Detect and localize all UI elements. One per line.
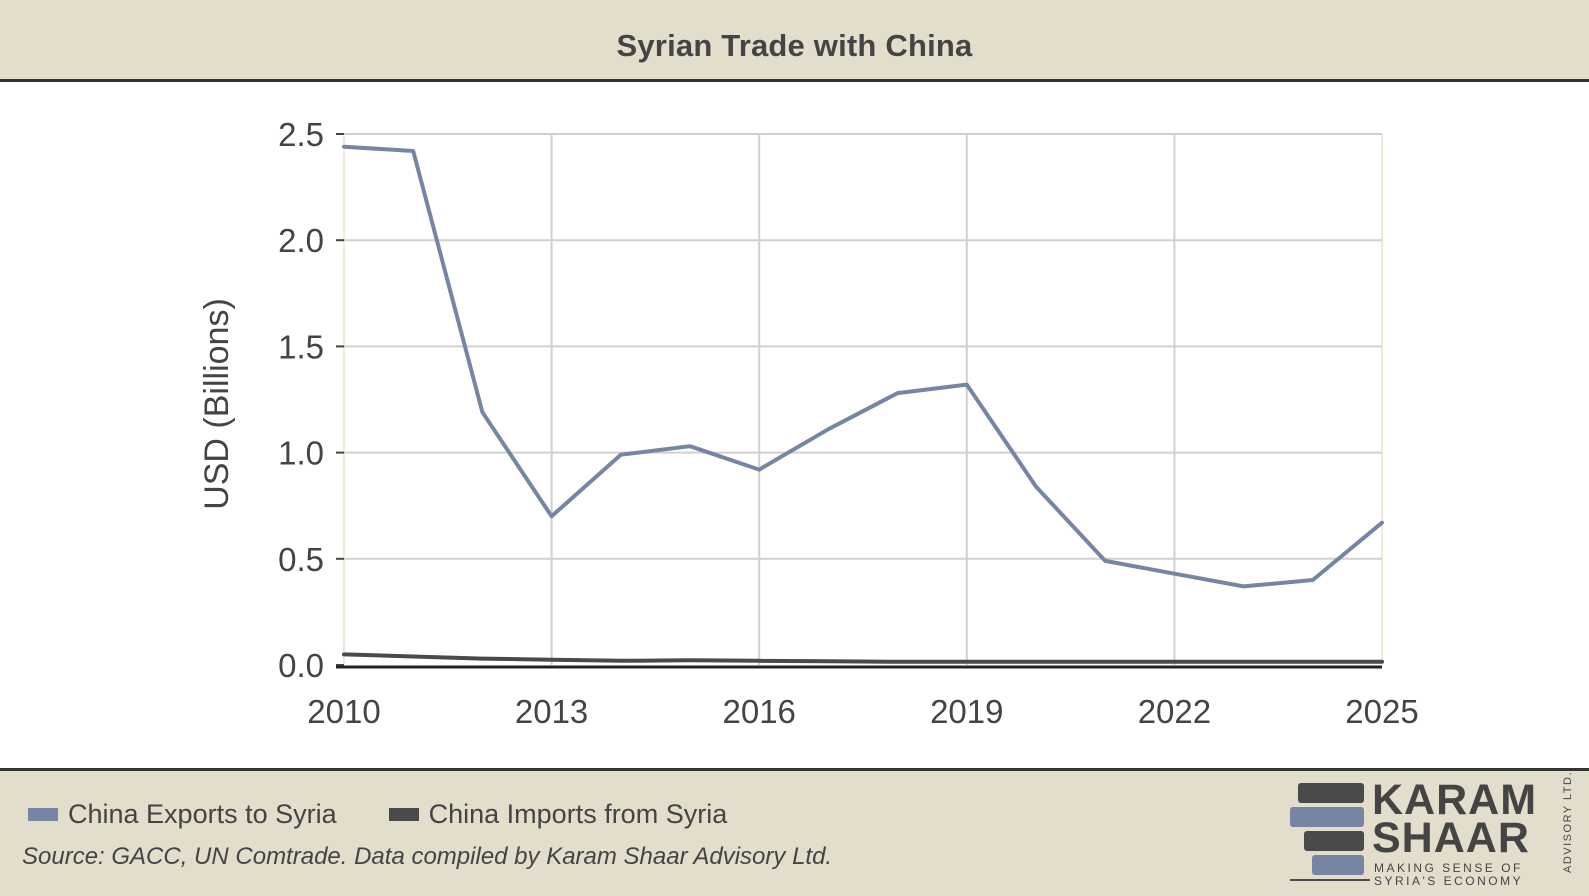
x-tick-label: 2022 [1138, 693, 1211, 730]
chart-header: Syrian Trade with China [0, 0, 1589, 82]
x-tick-label: 2016 [722, 693, 795, 730]
karam-shaar-logo: KARAM SHAAR MAKING SENSE OF SYRIA'S ECON… [1290, 771, 1580, 892]
series-lines [342, 144, 1384, 664]
logo-word-karam: KARAM [1372, 776, 1538, 824]
logo-tagline-2: SYRIA'S ECONOMY [1374, 874, 1524, 888]
y-tick-label: 2.5 [278, 116, 324, 153]
y-tick-label: 1.0 [278, 435, 324, 472]
line-chart: 0.0 0.5 1.0 1.5 2.0 2.5 2010 2013 2016 2019 2022 20… [198, 116, 1419, 730]
y-tick-label: 1.5 [278, 328, 324, 365]
logo-word-shaar: SHAAR [1372, 814, 1530, 862]
legend-item-exports: China Exports to Syria [28, 799, 337, 830]
logo-bar-2 [1290, 807, 1364, 827]
y-axis-label: USD (Billions) [198, 298, 236, 510]
legend-label-exports: China Exports to Syria [68, 799, 337, 829]
logo-bar-4 [1312, 855, 1364, 875]
legend-swatch-exports [28, 808, 58, 821]
y-tick-label: 2.0 [278, 222, 324, 259]
tick-labels: 0.0 0.5 1.0 1.5 2.0 2.5 2010 2013 2016 2019 2022 20… [278, 116, 1419, 730]
grid [343, 133, 1383, 665]
series-line-exports [342, 144, 1384, 589]
x-tick-label: 2025 [1345, 693, 1418, 730]
logo-side-text: ADVISORY LTD. [1562, 770, 1574, 873]
logo-tagline-1: MAKING SENSE OF [1374, 861, 1523, 875]
y-tick-label: 0.0 [278, 647, 324, 684]
axes [336, 133, 1382, 669]
x-tick-label: 2019 [930, 693, 1003, 730]
legend-swatch-imports [388, 808, 419, 821]
legend-label-imports: China Imports from Syria [428, 799, 728, 829]
x-tick-label: 2013 [515, 693, 588, 730]
logo-bar-1 [1298, 783, 1364, 803]
x-tick-label: 2010 [307, 693, 380, 730]
source-note: Source: GACC, UN Comtrade. Data compiled… [22, 843, 833, 870]
legend: China Exports to Syria China Imports fro… [28, 799, 779, 830]
series-line-imports [342, 652, 1384, 664]
logo-baseline [1290, 879, 1370, 881]
legend-item-imports: China Imports from Syria [388, 799, 728, 830]
logo-bar-3 [1304, 831, 1364, 851]
chart-title: Syrian Trade with China [616, 28, 973, 63]
y-tick-label: 0.5 [278, 541, 324, 578]
chart-footer: China Exports to Syria China Imports fro… [0, 768, 1589, 896]
